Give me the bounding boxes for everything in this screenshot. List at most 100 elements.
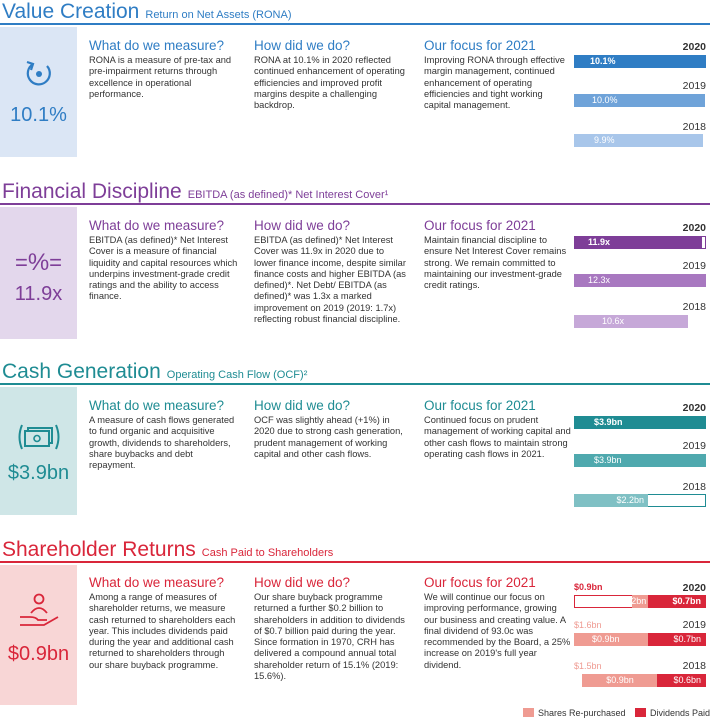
- bar-label: $3.9bn: [594, 417, 623, 427]
- legend-buyback: Shares Re-purchased: [523, 708, 626, 718]
- focus-text: Continued focus on prudent management of…: [424, 415, 571, 459]
- focus-column: Our focus for 2021 Continued focus on pr…: [424, 398, 572, 460]
- bar-label: $0.9bn: [592, 634, 620, 644]
- measure-column: What do we measure? Among a range of mea…: [89, 575, 239, 671]
- focus-text: Maintain financial discipline to ensure …: [424, 235, 567, 291]
- focus-column: Our focus for 2021 We will continue our …: [424, 575, 572, 671]
- section-divider: [0, 23, 710, 25]
- bar-label: 10.0%: [592, 95, 618, 105]
- buyback-bar-2020: $0.2bn: [619, 595, 649, 608]
- bar-label: 12.3x: [588, 275, 611, 285]
- legend-label: Dividends Paid: [650, 708, 710, 718]
- how-column: How did we do? Our share buyback program…: [254, 575, 406, 682]
- measure-column: What do we measure? RONA is a measure of…: [89, 38, 239, 100]
- section-heading: Shareholder Returns: [2, 538, 196, 561]
- bar-2018: 10.6x: [574, 315, 688, 328]
- section-heading: Financial Discipline: [2, 180, 182, 203]
- measure-text: Among a range of measures of shareholder…: [89, 592, 236, 670]
- year-label: 2019: [682, 80, 706, 92]
- total-label: $1.5bn: [574, 661, 602, 671]
- year-label: 2020: [682, 222, 706, 234]
- focus-text: Improving RONA through effective margin …: [424, 55, 565, 111]
- how-text: RONA at 10.1% in 2020 reflected continue…: [254, 55, 405, 111]
- bar-2020: 11.9x: [574, 236, 702, 249]
- how-heading: How did we do?: [254, 38, 351, 53]
- how-column: How did we do? EBITDA (as defined)* Net …: [254, 218, 406, 325]
- percent-equals-icon: =%=: [14, 249, 63, 276]
- year-label: 2020: [682, 582, 706, 594]
- measure-text: EBITDA (as defined)* Net Interest Cover …: [89, 235, 238, 302]
- buyback-bar-2019: $0.9bn: [574, 633, 649, 646]
- year-label: 2018: [682, 121, 706, 133]
- bar-label: $0.6bn: [673, 675, 701, 685]
- measure-column: What do we measure? A measure of cash fl…: [89, 398, 239, 471]
- kpi-panel: 10.1%: [0, 27, 77, 157]
- bar-label: 10.6x: [602, 316, 625, 326]
- focus-column: Our focus for 2021 Improving RONA throug…: [424, 38, 572, 111]
- rotate-arrow-icon: [26, 60, 51, 86]
- legend-swatch: [523, 708, 534, 717]
- buyback-bar-2018: $0.9bn: [582, 674, 657, 687]
- kpi-panel: $3.9bn: [0, 387, 77, 515]
- kpi-value: $3.9bn: [7, 462, 70, 484]
- year-label: 2020: [682, 41, 706, 53]
- bar-2020: $3.9bn: [574, 416, 706, 429]
- bar-2018: 9.9%: [574, 134, 703, 147]
- bar-2019: 10.0%: [574, 94, 705, 107]
- section-subtitle: Cash Paid to Shareholders: [201, 547, 334, 559]
- how-heading: How did we do?: [254, 398, 351, 413]
- section-cash-generation: Cash Generation Operating Cash Flow (OCF)…: [0, 360, 710, 530]
- how-text: OCF was slightly ahead (+1%) in 2020 due…: [254, 415, 403, 459]
- bar-label: $2.2bn: [616, 495, 644, 505]
- dividend-bar-2018: $0.6bn: [656, 674, 706, 687]
- section-title: Shareholder Returns Cash Paid to Sharehol…: [2, 538, 333, 562]
- kpi-panel: =%= 11.9x: [0, 207, 77, 339]
- bar-2018: $2.2bn: [574, 494, 648, 507]
- bar-2020: 10.1%: [574, 55, 706, 68]
- focus-heading: Our focus for 2021: [424, 398, 536, 413]
- bar-label: $3.9bn: [594, 455, 622, 465]
- year-label: 2019: [682, 619, 706, 631]
- section-financial-discipline: Financial Discipline EBITDA (as defined)*…: [0, 180, 710, 350]
- section-title: Cash Generation Operating Cash Flow (OCF)…: [2, 360, 307, 384]
- focus-heading: Our focus for 2021: [424, 575, 536, 590]
- measure-heading: What do we measure?: [89, 38, 225, 53]
- dividend-bar-2019: $0.7bn: [648, 633, 706, 646]
- kpi-value: 11.9x: [14, 283, 63, 305]
- measure-text: RONA is a measure of pre-tax and pre-imp…: [89, 55, 232, 99]
- year-label: 2018: [682, 481, 706, 493]
- bar-label: 10.1%: [590, 56, 616, 66]
- section-shareholder-returns: Shareholder Returns Cash Paid to Sharehol…: [0, 538, 710, 708]
- bar-label: $0.7bn: [673, 634, 701, 644]
- focus-heading: Our focus for 2021: [424, 218, 536, 233]
- focus-heading: Our focus for 2021: [424, 38, 536, 53]
- bar-label: $0.9bn: [606, 675, 634, 685]
- kpi-panel: $0.9bn: [0, 565, 77, 705]
- year-label: 2019: [682, 440, 706, 452]
- measure-heading: What do we measure?: [89, 575, 225, 590]
- measure-text: A measure of cash flows generated to fun…: [89, 415, 235, 471]
- measure-heading: What do we measure?: [89, 218, 225, 233]
- legend-swatch: [635, 708, 646, 717]
- section-title: Value Creation Return on Net Assets (RONA…: [2, 0, 291, 24]
- how-heading: How did we do?: [254, 575, 351, 590]
- total-label: $1.6bn: [574, 620, 602, 630]
- bar-2019: 12.3x: [574, 274, 706, 287]
- bar-label: 9.9%: [594, 135, 615, 145]
- bar-label: $0.7bn: [672, 596, 701, 606]
- banknote-icon: [18, 424, 60, 450]
- section-subtitle: Operating Cash Flow (OCF)²: [166, 369, 308, 381]
- bar-label: $0.2bn: [618, 596, 647, 606]
- section-divider: [0, 203, 710, 205]
- year-label: 2018: [682, 660, 706, 672]
- legend-dividend: Dividends Paid: [635, 708, 710, 718]
- bar-2019: $3.9bn: [574, 454, 706, 467]
- section-subtitle: Return on Net Assets (RONA): [145, 9, 292, 21]
- measure-column: What do we measure? EBITDA (as defined)*…: [89, 218, 239, 303]
- how-column: How did we do? RONA at 10.1% in 2020 ref…: [254, 38, 406, 111]
- legend-label: Shares Re-purchased: [538, 708, 626, 718]
- section-divider: [0, 561, 710, 563]
- focus-text: We will continue our focus on improving …: [424, 592, 571, 670]
- year-label: 2019: [682, 260, 706, 272]
- how-column: How did we do? OCF was slightly ahead (+…: [254, 398, 406, 460]
